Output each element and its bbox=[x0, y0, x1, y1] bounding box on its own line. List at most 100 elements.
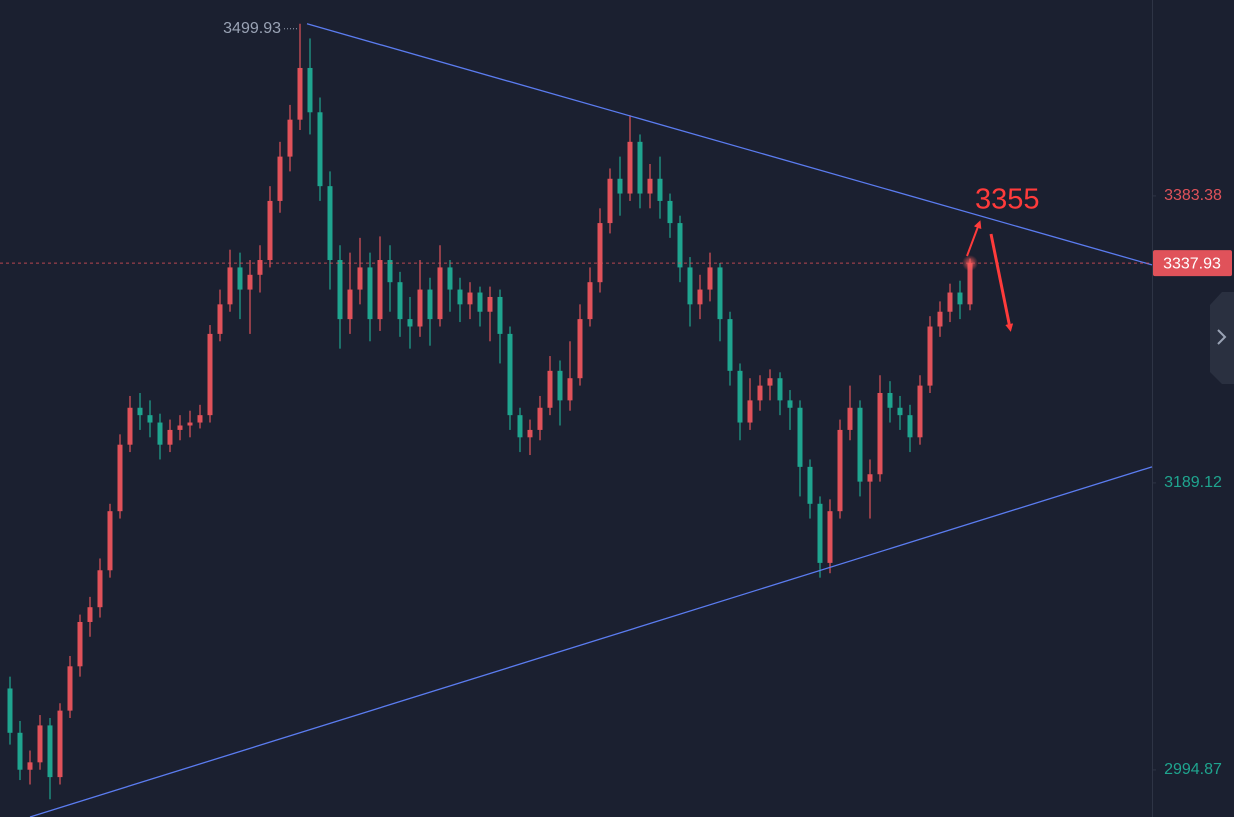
candle-body bbox=[7, 688, 13, 733]
candle-body bbox=[347, 289, 353, 320]
candle-body bbox=[387, 260, 393, 283]
candle-body bbox=[187, 422, 193, 426]
side-button[interactable] bbox=[1210, 292, 1234, 384]
candle-body bbox=[237, 267, 243, 290]
candle-body bbox=[727, 319, 733, 371]
candle-body bbox=[757, 385, 763, 401]
candle-body bbox=[677, 223, 683, 268]
candle-body bbox=[57, 710, 63, 778]
trendline bbox=[29, 466, 1153, 817]
candle-body bbox=[557, 370, 563, 401]
candle-body bbox=[627, 141, 633, 194]
price-glow bbox=[962, 255, 978, 272]
candle-body bbox=[317, 112, 323, 187]
candle-body bbox=[297, 67, 303, 120]
y-tick-label: 3383.38 bbox=[1164, 187, 1222, 204]
candle-body bbox=[957, 292, 963, 305]
candle-body bbox=[907, 415, 913, 438]
candle-body bbox=[947, 292, 953, 312]
candle-body bbox=[327, 186, 333, 261]
candle-body bbox=[157, 422, 163, 445]
candle-body bbox=[607, 178, 613, 224]
side-button-bg[interactable] bbox=[1210, 292, 1234, 384]
candle-body bbox=[147, 415, 153, 423]
candle-body bbox=[207, 333, 213, 416]
candle-body bbox=[217, 304, 223, 334]
candle-body bbox=[377, 260, 383, 320]
candle-body bbox=[517, 415, 523, 438]
candle-body bbox=[667, 200, 673, 224]
candle-body bbox=[457, 289, 463, 305]
candle-body bbox=[797, 407, 803, 467]
candle-body bbox=[497, 296, 503, 334]
candle-body bbox=[307, 67, 313, 113]
candle-body bbox=[857, 407, 863, 482]
candle-body bbox=[777, 378, 783, 401]
candle-body bbox=[197, 415, 203, 423]
candle-body bbox=[427, 289, 433, 320]
candle-body bbox=[657, 178, 663, 201]
candle-body bbox=[117, 444, 123, 512]
candle-body bbox=[257, 260, 263, 275]
candle-body bbox=[847, 407, 853, 430]
candle-body bbox=[67, 666, 73, 711]
candle-body bbox=[687, 267, 693, 305]
candle-body bbox=[897, 407, 903, 416]
candle-body bbox=[567, 378, 573, 401]
candle-body bbox=[527, 429, 533, 438]
candle-body bbox=[747, 400, 753, 423]
candle-body bbox=[107, 511, 113, 571]
candle-body bbox=[807, 466, 813, 504]
candle-body bbox=[17, 732, 23, 770]
candle-body bbox=[227, 267, 233, 305]
candle-body bbox=[77, 621, 83, 667]
chevron-icon[interactable] bbox=[1217, 329, 1227, 345]
arrow-up bbox=[966, 220, 982, 257]
candle-body bbox=[827, 511, 833, 563]
candle-body bbox=[97, 570, 103, 608]
candle-body bbox=[137, 407, 143, 416]
candle-body bbox=[547, 370, 553, 408]
candle-body bbox=[867, 474, 873, 482]
candle-body bbox=[647, 178, 653, 194]
candle-body bbox=[537, 407, 543, 430]
candle-body bbox=[167, 429, 173, 445]
candle-body bbox=[507, 333, 513, 416]
candle-body bbox=[447, 267, 453, 290]
y-tick-label: 2994.87 bbox=[1164, 761, 1222, 778]
candle-body bbox=[407, 319, 413, 327]
candle-body bbox=[707, 267, 713, 290]
candle-body bbox=[587, 282, 593, 320]
candle-body bbox=[887, 392, 893, 408]
candle-body bbox=[177, 425, 183, 430]
candle-body bbox=[367, 267, 373, 320]
candle-body bbox=[637, 141, 643, 194]
candle-body bbox=[717, 267, 723, 320]
candle-body bbox=[617, 178, 623, 194]
price-tag-label: 3337.93 bbox=[1163, 255, 1221, 272]
candle-body bbox=[37, 725, 43, 763]
candle-body bbox=[477, 292, 483, 312]
arrow-down bbox=[989, 233, 1014, 332]
candle-body bbox=[937, 311, 943, 327]
candle-body bbox=[917, 385, 923, 438]
candle-body bbox=[467, 292, 473, 305]
candle-body bbox=[267, 200, 273, 261]
price-tag bbox=[1153, 250, 1232, 277]
candle-body bbox=[787, 400, 793, 408]
candle-body bbox=[767, 378, 773, 386]
candle-body bbox=[397, 282, 403, 320]
candle-body bbox=[597, 223, 603, 283]
trendline bbox=[306, 23, 1153, 266]
candle-body bbox=[357, 267, 363, 290]
candle-body bbox=[697, 289, 703, 305]
candle-body bbox=[967, 263, 973, 305]
high-label: 3499.93 bbox=[223, 20, 281, 37]
candle-body bbox=[417, 289, 423, 327]
candle-body bbox=[127, 407, 133, 445]
candle-body bbox=[287, 119, 293, 157]
y-tick-label: 3189.12 bbox=[1164, 474, 1222, 491]
